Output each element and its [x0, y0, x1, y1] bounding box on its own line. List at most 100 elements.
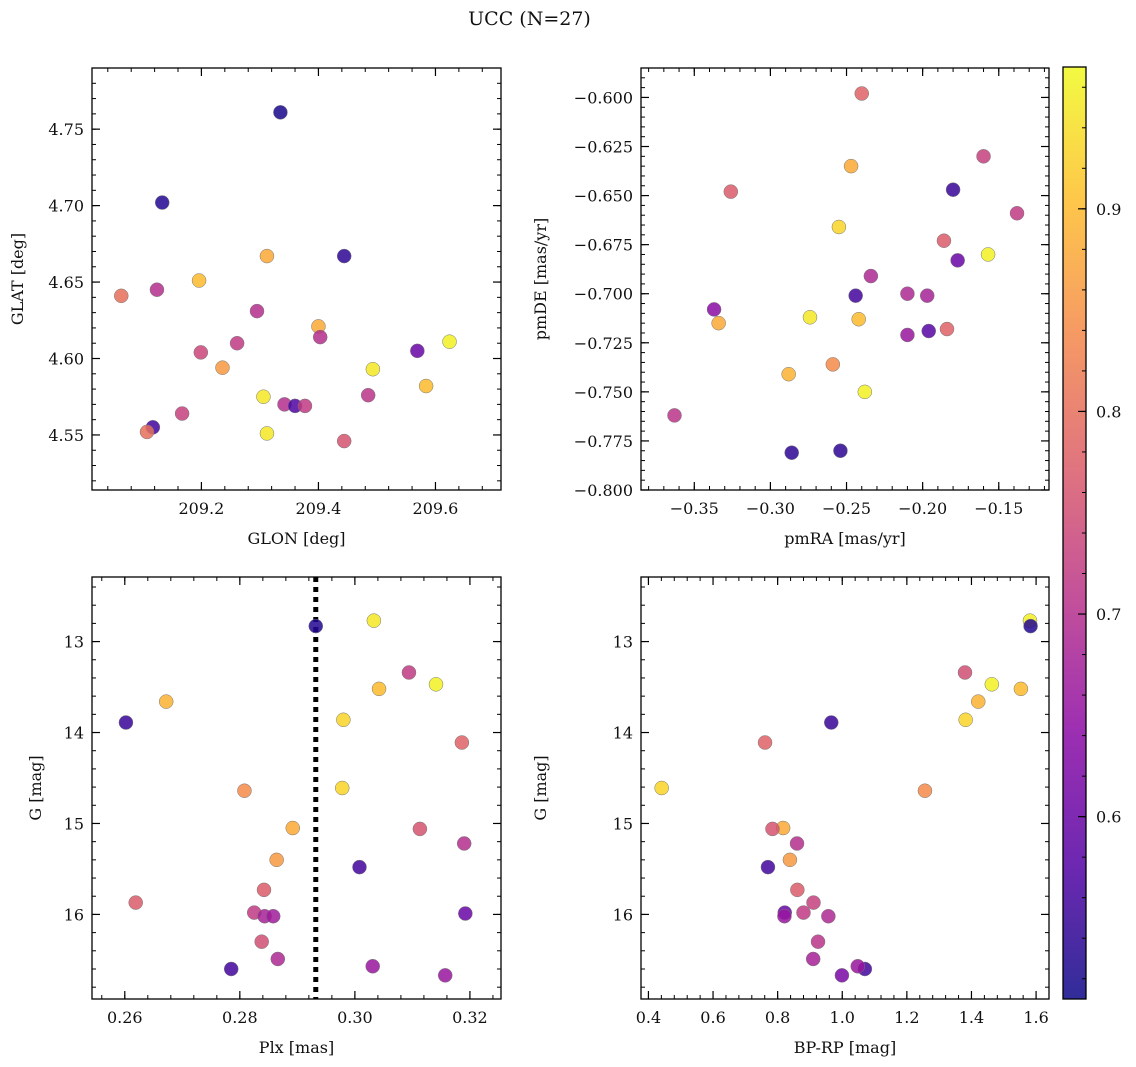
- y-tick-label: −0.800: [574, 481, 633, 500]
- x-tick-label: 0.28: [222, 1008, 258, 1027]
- data-point: [191, 273, 207, 288]
- data-point: [269, 852, 284, 868]
- data-point: [265, 908, 281, 924]
- data-point: [796, 905, 811, 920]
- data-point: [980, 247, 996, 262]
- data-point: [667, 408, 682, 423]
- data-point: [900, 327, 915, 343]
- data-point: [249, 303, 265, 319]
- data-point: [158, 694, 174, 709]
- x-tick-label: −0.25: [822, 499, 871, 518]
- x-tick-label: 1.2: [894, 1008, 919, 1027]
- y-tick-label: −0.775: [574, 432, 633, 451]
- data-point: [270, 951, 286, 967]
- data-point: [857, 384, 873, 400]
- data-point: [765, 821, 780, 837]
- data-point: [352, 859, 367, 875]
- data-point: [825, 357, 841, 372]
- data-point: [1009, 205, 1025, 221]
- data-point: [237, 783, 252, 798]
- data-point: [723, 184, 739, 199]
- data-point: [365, 361, 381, 377]
- x-tick-label: 209.4: [296, 499, 342, 518]
- y-tick-label: 15: [64, 814, 84, 833]
- plot-frame: [640, 576, 1050, 1000]
- data-point: [757, 735, 773, 750]
- x-axis-label: GLON [deg]: [247, 529, 345, 548]
- y-tick-label: −0.725: [574, 334, 633, 353]
- y-tick-label: 4.60: [48, 350, 84, 369]
- data-point: [365, 959, 380, 974]
- data-point: [654, 780, 669, 796]
- data-point: [149, 282, 165, 297]
- data-point: [418, 378, 434, 394]
- panel-1: 209.2 209.4 209.6 4.55 4.60 4.65 4.70 4.75 GLON …: [8, 67, 502, 548]
- data-point: [118, 715, 134, 730]
- data-point: [223, 961, 239, 977]
- figure-title: UCC (N=27): [468, 8, 591, 30]
- data-point: [854, 86, 869, 101]
- plot-frame: [91, 576, 502, 1000]
- y-tick-label: −0.750: [574, 383, 633, 402]
- data-point: [442, 334, 457, 349]
- data-point: [760, 859, 776, 875]
- data-point: [412, 821, 428, 837]
- x-tick-label: −0.15: [974, 499, 1023, 518]
- data-point: [229, 335, 245, 351]
- data-point: [921, 323, 936, 339]
- data-point: [360, 387, 376, 403]
- data-point: [711, 315, 726, 331]
- data-point: [1013, 681, 1029, 697]
- data-point: [957, 665, 973, 680]
- x-tick-label: −0.20: [898, 499, 947, 518]
- y-axis-label: G [mag]: [26, 755, 45, 820]
- data-point: [851, 311, 866, 327]
- data-point: [802, 310, 818, 325]
- x-tick-label: 0.8: [765, 1008, 790, 1027]
- y-axis-label: G [mag]: [531, 755, 550, 820]
- plot-frame: [91, 67, 502, 491]
- data-point: [410, 343, 425, 359]
- data-point: [336, 433, 352, 449]
- y-tick-label: 13: [613, 633, 633, 652]
- data-point: [128, 895, 143, 910]
- panel-3: 0.26 0.28 0.30 0.32 13 14 15 16 Plx [mas] G [mag]: [26, 576, 502, 1057]
- data-point: [805, 951, 821, 967]
- y-tick-label: 15: [613, 814, 633, 833]
- data-point: [834, 968, 850, 983]
- data-point: [831, 219, 847, 235]
- data-point: [706, 302, 722, 317]
- y-tick-label: 13: [64, 633, 84, 652]
- data-point: [833, 443, 848, 458]
- y-tick-label: 14: [64, 724, 84, 743]
- y-tick-label: 4.55: [48, 426, 84, 445]
- data-point: [821, 908, 836, 924]
- data-point: [919, 288, 935, 303]
- data-point: [336, 248, 352, 264]
- data-point: [848, 288, 863, 303]
- data-point: [174, 406, 190, 421]
- data-point: [254, 934, 269, 949]
- data-point: [936, 233, 952, 248]
- y-axis-label: pmDE [mas/yr]: [531, 218, 550, 341]
- data-point: [950, 253, 965, 268]
- y-tick-label: −0.600: [574, 88, 633, 107]
- colorbar-tick-label: 0.7: [1096, 605, 1121, 624]
- x-tick-label: −0.30: [746, 499, 795, 518]
- data-point: [336, 712, 351, 728]
- data-point: [777, 908, 792, 924]
- data-point: [454, 735, 470, 750]
- data-point: [863, 268, 879, 284]
- x-tick-label: 0.32: [452, 1008, 488, 1027]
- data-point: [984, 677, 1000, 692]
- x-tick-label: −0.35: [670, 499, 719, 518]
- data-point: [401, 665, 417, 680]
- x-tick-label: 0.6: [700, 1008, 725, 1027]
- data-point: [259, 248, 275, 264]
- colorbar-tick-label: 0.9: [1096, 200, 1121, 219]
- y-tick-label: 14: [613, 724, 633, 743]
- data-point: [256, 882, 272, 898]
- y-tick-label: 4.75: [48, 120, 84, 139]
- data-point: [784, 445, 799, 460]
